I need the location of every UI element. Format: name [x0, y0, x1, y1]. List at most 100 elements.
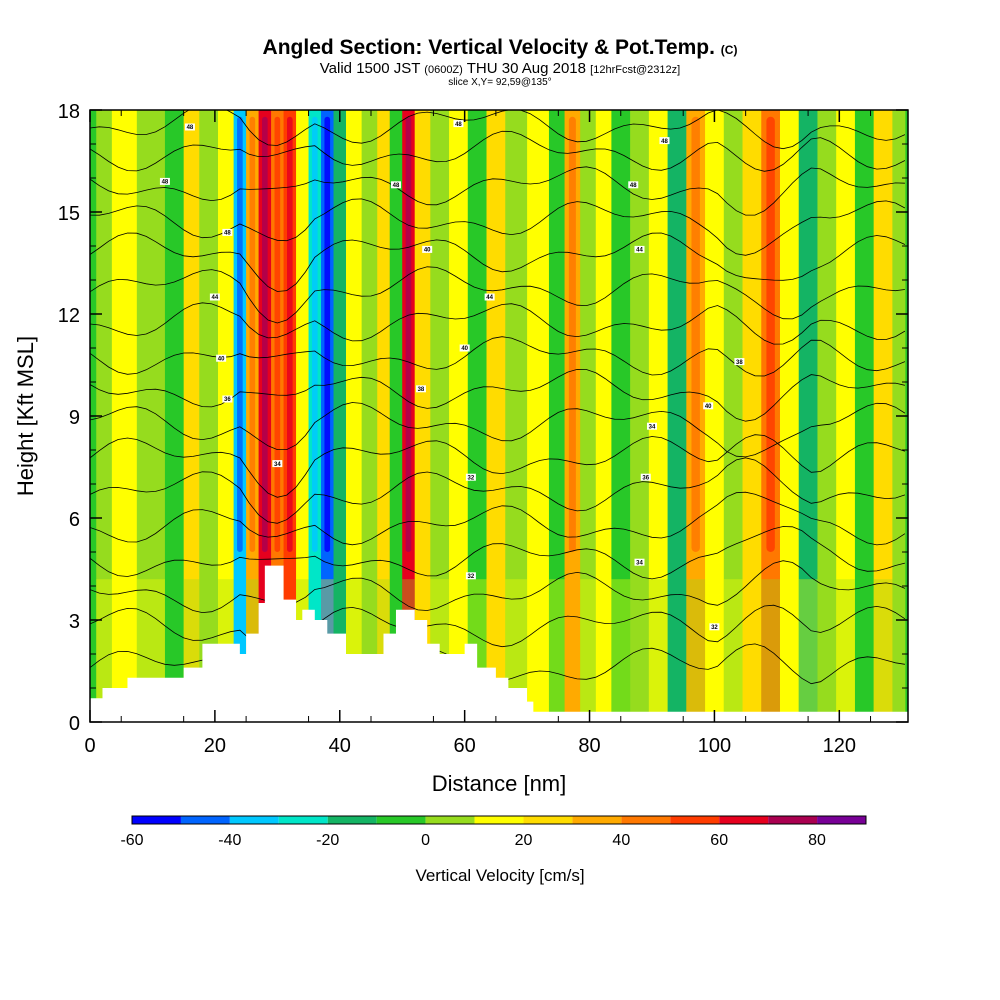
velocity-low-level — [611, 579, 631, 722]
y-tick-label: 3 — [69, 611, 80, 633]
x-tick-label: 100 — [698, 735, 731, 757]
velocity-column — [527, 110, 550, 722]
velocity-column — [377, 110, 391, 722]
isotherm-line — [90, 604, 906, 659]
velocity-core — [405, 116, 412, 553]
velocity-column — [705, 110, 725, 722]
velocity-column — [648, 110, 669, 722]
forecast-info: [12hrFcst@2312z] — [590, 64, 681, 76]
colorbar-swatch — [425, 816, 475, 824]
x-tick-label: 40 — [329, 735, 351, 757]
colorbar-tick-label: -40 — [218, 832, 241, 849]
y-tick-label: 18 — [58, 101, 80, 123]
colorbar-swatch — [670, 816, 720, 824]
velocity-column — [136, 110, 166, 722]
contour-label: 32 — [468, 574, 475, 580]
contour-label-box — [659, 137, 670, 145]
colorbar-tick-label: 60 — [710, 832, 728, 849]
colorbar-swatch — [327, 816, 377, 824]
isotherm-line — [90, 110, 906, 150]
contour-label: 32 — [711, 625, 718, 631]
contour-label-box — [634, 245, 645, 253]
isotherm-line — [90, 491, 906, 546]
velocity-low-level — [686, 579, 706, 722]
colorbar-tick-label: 20 — [515, 832, 533, 849]
colorbar-swatch — [278, 816, 328, 824]
velocity-column — [296, 110, 310, 722]
colorbar-frame — [131, 815, 867, 825]
velocity-column — [873, 110, 893, 722]
contour-label: 36 — [224, 397, 231, 403]
velocity-core — [249, 116, 256, 553]
velocity-core — [324, 116, 331, 553]
velocity-field — [96, 110, 906, 722]
contour-label-box — [465, 572, 476, 580]
velocity-column — [449, 110, 469, 722]
contour-label-box — [628, 181, 639, 189]
colorbar-tick-label: 80 — [808, 832, 826, 849]
colorbar-swatch — [572, 816, 622, 824]
velocity-column — [779, 110, 800, 722]
contour-label-box — [272, 460, 283, 468]
x-axis-label: Distance [nm] — [432, 771, 567, 796]
contour-label: 48 — [393, 183, 400, 189]
velocity-low-level — [580, 579, 596, 722]
velocity-core — [568, 116, 576, 553]
chart-title-tag: (C) — [720, 43, 738, 57]
colorbar-tick-label: -20 — [316, 832, 339, 849]
velocity-column — [817, 110, 837, 722]
velocity-column — [742, 110, 762, 722]
velocity-column — [164, 110, 185, 722]
contour-label-box — [709, 623, 720, 631]
valid-time-utc: (0600Z) — [424, 64, 463, 76]
velocity-column — [111, 110, 138, 722]
contour-label: 48 — [661, 139, 668, 145]
velocity-column — [346, 110, 363, 722]
contour-label: 38 — [418, 387, 425, 393]
contour-label-box — [415, 385, 426, 393]
contour-label: 40 — [218, 356, 225, 362]
velocity-column — [486, 110, 506, 722]
isotherm-line — [90, 526, 905, 580]
colorbar-tick-label: 0 — [421, 832, 430, 849]
velocity-core — [287, 116, 293, 553]
colorbar-swatch — [719, 816, 769, 824]
colorbar-swatch — [474, 816, 524, 824]
chart-title: Angled Section: Vertical Velocity & Pot.… — [0, 36, 1000, 60]
x-tick-label: 80 — [578, 735, 600, 757]
contour-label-box — [390, 181, 401, 189]
colorbar-swatch — [768, 816, 818, 824]
contour-label-box — [453, 120, 464, 128]
velocity-column — [430, 110, 450, 722]
contour-label: 36 — [642, 475, 649, 481]
velocity-column — [611, 110, 631, 722]
contour-label-box — [703, 402, 714, 410]
contour-label-box — [484, 293, 495, 301]
plot-area: 36 40 44 48 48 48 34 38 40 40 48 48 44 32 32 34 36 40 44 48… — [90, 110, 908, 722]
contour-label: 40 — [705, 404, 712, 410]
contour-label-box — [422, 245, 433, 253]
velocity-column — [548, 110, 566, 722]
contour-label-box — [222, 228, 233, 236]
velocity-column — [854, 110, 875, 722]
isotherm-line — [90, 130, 906, 172]
contour-label: 34 — [636, 560, 643, 566]
velocity-column — [580, 110, 597, 722]
isotherm-line — [90, 434, 906, 498]
colorbar-swatch — [523, 816, 573, 824]
y-tick-label: 6 — [69, 509, 80, 531]
chart-title-main: Angled Section: Vertical Velocity & Pot.… — [262, 36, 715, 59]
contour-label: 48 — [630, 183, 637, 189]
velocity-column — [667, 110, 687, 722]
velocity-low-level — [648, 579, 668, 722]
velocity-column — [361, 110, 378, 722]
y-tick-label: 15 — [58, 203, 80, 225]
velocity-column — [199, 110, 219, 722]
colorbar-tick-label: 40 — [612, 832, 630, 849]
isotherm-line — [90, 560, 906, 614]
colorbar-swatch — [376, 816, 426, 824]
isotherm-line — [90, 402, 906, 458]
colorbar-tick-label: -60 — [120, 832, 143, 849]
velocity-core — [691, 116, 700, 553]
velocity-column — [218, 110, 235, 722]
